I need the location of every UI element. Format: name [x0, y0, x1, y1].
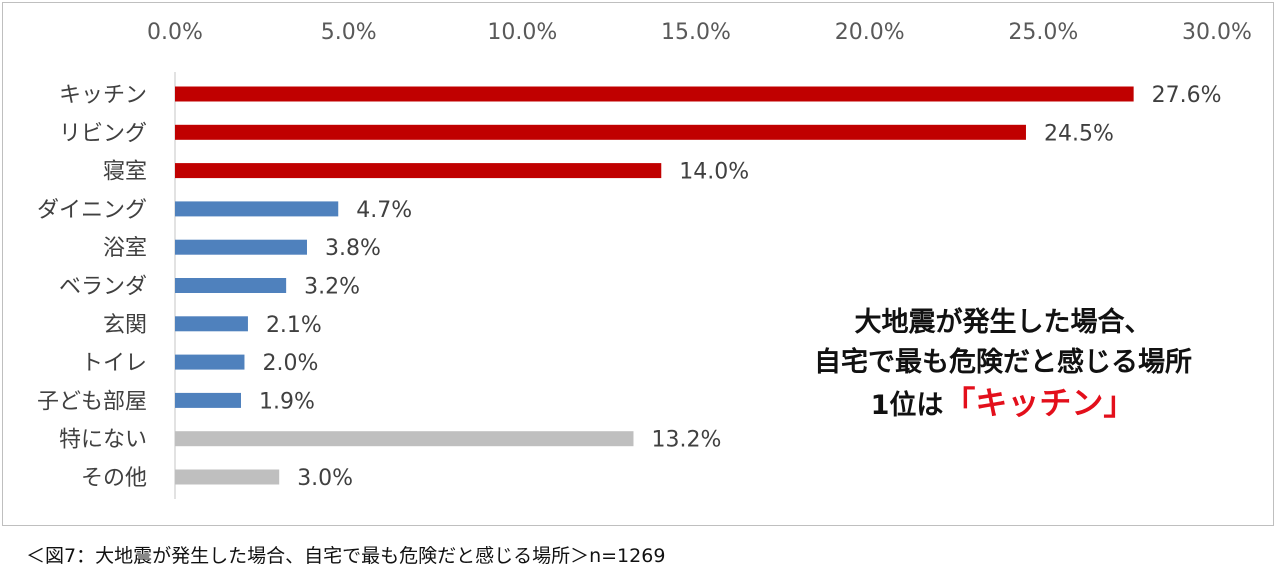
- value-label: 1.9%: [259, 389, 315, 414]
- bar: [175, 86, 1134, 102]
- category-label: 浴室: [103, 236, 147, 261]
- category-label: 特にない: [59, 428, 147, 453]
- bar-chart: 0.0% 5.0% 10.0% 15.0% 20.0% 25.0% 30.0% キッチン 27…: [37, 20, 1252, 499]
- x-tick-label: 25.0%: [1008, 20, 1078, 45]
- x-tick-label: 0.0%: [147, 20, 203, 45]
- value-label: 14.0%: [679, 160, 749, 185]
- category-label: 玄関: [103, 313, 147, 338]
- value-label: 3.8%: [325, 236, 381, 261]
- x-tick-label: 15.0%: [661, 20, 731, 45]
- bar: [175, 354, 245, 370]
- callout-emphasis: 「キッチン」: [943, 384, 1136, 422]
- category-label: リビング: [59, 121, 147, 146]
- value-label: 24.5%: [1044, 121, 1114, 146]
- x-tick-label: 5.0%: [321, 20, 377, 45]
- bars: キッチン 27.6% リビング 24.5% 寝室 14.0% ダイニング 4.7% 浴室 3.8%…: [37, 83, 1222, 491]
- value-label: 3.2%: [304, 275, 360, 300]
- category-label: ダイニング: [37, 198, 147, 223]
- figure-caption: ＜図7：大地震が発生した場合、自宅で最も危険だと感じる場所＞n=1269: [26, 545, 666, 567]
- bar: [175, 469, 280, 485]
- callout-text: 大地震が発生した場合、 自宅で最も危険だと感じる場所 1位は「キッチン」: [743, 303, 1263, 426]
- bar: [175, 163, 662, 179]
- bar: [175, 278, 287, 293]
- x-tick-label: 10.0%: [487, 20, 557, 45]
- value-label: 27.6%: [1152, 83, 1222, 108]
- category-label: その他: [81, 466, 147, 491]
- category-label: トイレ: [81, 351, 147, 376]
- value-label: 2.1%: [266, 313, 322, 338]
- chart-frame: 0.0% 5.0% 10.0% 15.0% 20.0% 25.0% 30.0% キッチン 27…: [2, 2, 1274, 526]
- bar: [175, 392, 241, 408]
- x-axis-ticks: 0.0% 5.0% 10.0% 15.0% 20.0% 25.0% 30.0%: [147, 20, 1252, 45]
- x-tick-label: 30.0%: [1182, 20, 1252, 45]
- category-label: キッチン: [59, 83, 147, 108]
- bar: [175, 431, 634, 447]
- callout-line-3: 1位は「キッチン」: [743, 383, 1263, 426]
- category-label: 寝室: [103, 160, 147, 185]
- bar: [175, 239, 307, 255]
- bar: [175, 201, 339, 217]
- value-label: 2.0%: [262, 351, 318, 376]
- callout-prefix: 1位は: [870, 390, 944, 421]
- value-label: 3.0%: [297, 466, 353, 491]
- callout-line-2: 自宅で最も危険だと感じる場所: [814, 347, 1192, 378]
- category-label: ベランダ: [59, 275, 147, 300]
- bar: [175, 124, 1026, 140]
- x-tick-label: 20.0%: [835, 20, 905, 45]
- value-label: 13.2%: [651, 428, 721, 453]
- bar: [175, 316, 248, 332]
- category-label: 子ども部屋: [37, 389, 147, 414]
- callout-line-1: 大地震が発生した場合、: [854, 307, 1152, 338]
- value-label: 4.7%: [356, 198, 412, 223]
